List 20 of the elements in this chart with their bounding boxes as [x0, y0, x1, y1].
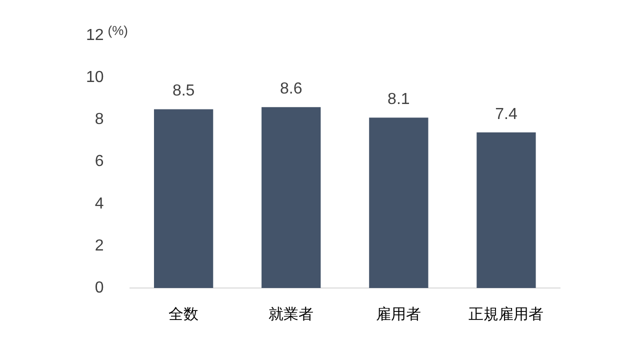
y-tick-label: 8 — [94, 111, 104, 128]
y-tick-label: 4 — [94, 195, 104, 212]
data-label: 8.1 — [388, 91, 410, 108]
bar — [154, 109, 214, 288]
bar — [476, 132, 536, 288]
y-tick-label: 6 — [94, 153, 104, 170]
x-tick-label: 雇用者 — [376, 306, 422, 324]
y-tick-label: 10 — [86, 69, 104, 86]
data-label: 8.5 — [172, 82, 195, 100]
x-tick-label: 就業者 — [268, 306, 314, 324]
y-tick-label: 2 — [94, 237, 104, 254]
data-label: 8.6 — [280, 80, 302, 98]
x-tick-label: 正規雇用者 — [468, 306, 544, 324]
bar — [369, 118, 428, 288]
y-tick-label: 12 — [86, 27, 104, 44]
y-tick-label: 0 — [94, 279, 104, 296]
y-axis-title: (%) — [108, 23, 128, 38]
data-label: 7.4 — [495, 106, 518, 123]
x-tick-label: 全数 — [168, 306, 199, 324]
bar — [262, 107, 321, 288]
